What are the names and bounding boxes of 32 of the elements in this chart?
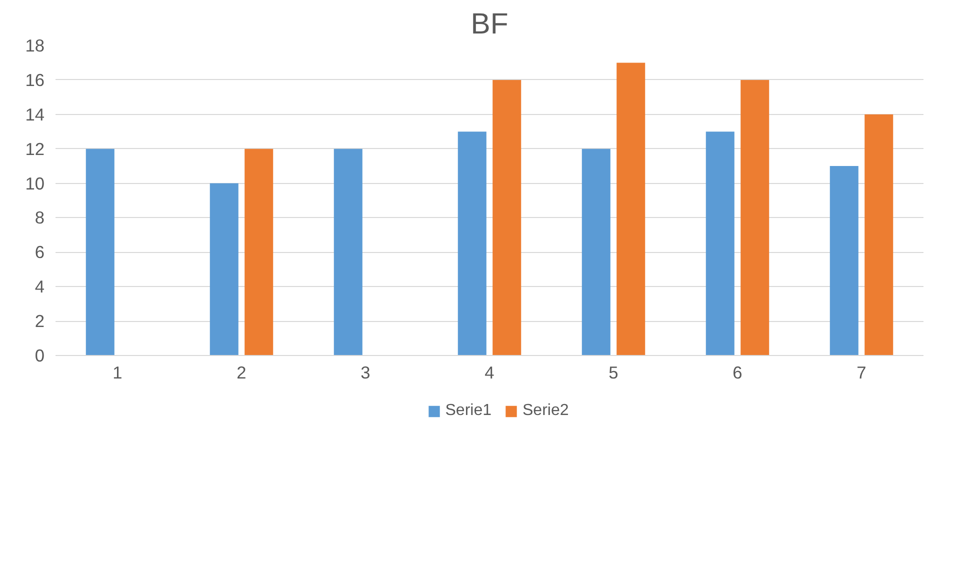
chart-title: BF xyxy=(470,8,508,40)
y-tick-label: 18 xyxy=(25,36,45,56)
bar xyxy=(864,114,894,356)
y-tick-label: 14 xyxy=(25,104,45,124)
y-tick-label: 6 xyxy=(34,242,45,262)
bar xyxy=(492,80,522,356)
y-tick-label: 16 xyxy=(25,70,45,90)
y-tick-label: 10 xyxy=(25,173,45,194)
y-tick-label: 4 xyxy=(34,276,45,297)
x-tick-label: 4 xyxy=(484,362,495,382)
bar xyxy=(334,148,362,356)
y-tick-label: 2 xyxy=(34,311,45,332)
x-tick-label: 2 xyxy=(236,362,246,382)
x-tick-label: 7 xyxy=(856,362,866,382)
legend-label: Serie2 xyxy=(522,402,569,420)
legend-label: Serie1 xyxy=(445,402,492,420)
bar xyxy=(740,80,770,356)
x-tick-label: 1 xyxy=(112,362,122,382)
bar xyxy=(244,148,274,356)
y-tick-label: 8 xyxy=(34,208,45,228)
y-tick-label: 12 xyxy=(25,138,45,159)
x-tick-label: 6 xyxy=(732,362,742,382)
bar xyxy=(210,183,238,356)
bar xyxy=(616,62,646,356)
x-tick-label: 5 xyxy=(608,362,618,382)
bar xyxy=(458,132,486,356)
y-tick-label: 0 xyxy=(34,346,45,366)
bar xyxy=(86,148,114,356)
bar xyxy=(706,132,734,356)
bar xyxy=(830,166,858,356)
bar xyxy=(582,148,610,356)
x-tick-label: 3 xyxy=(360,362,370,382)
